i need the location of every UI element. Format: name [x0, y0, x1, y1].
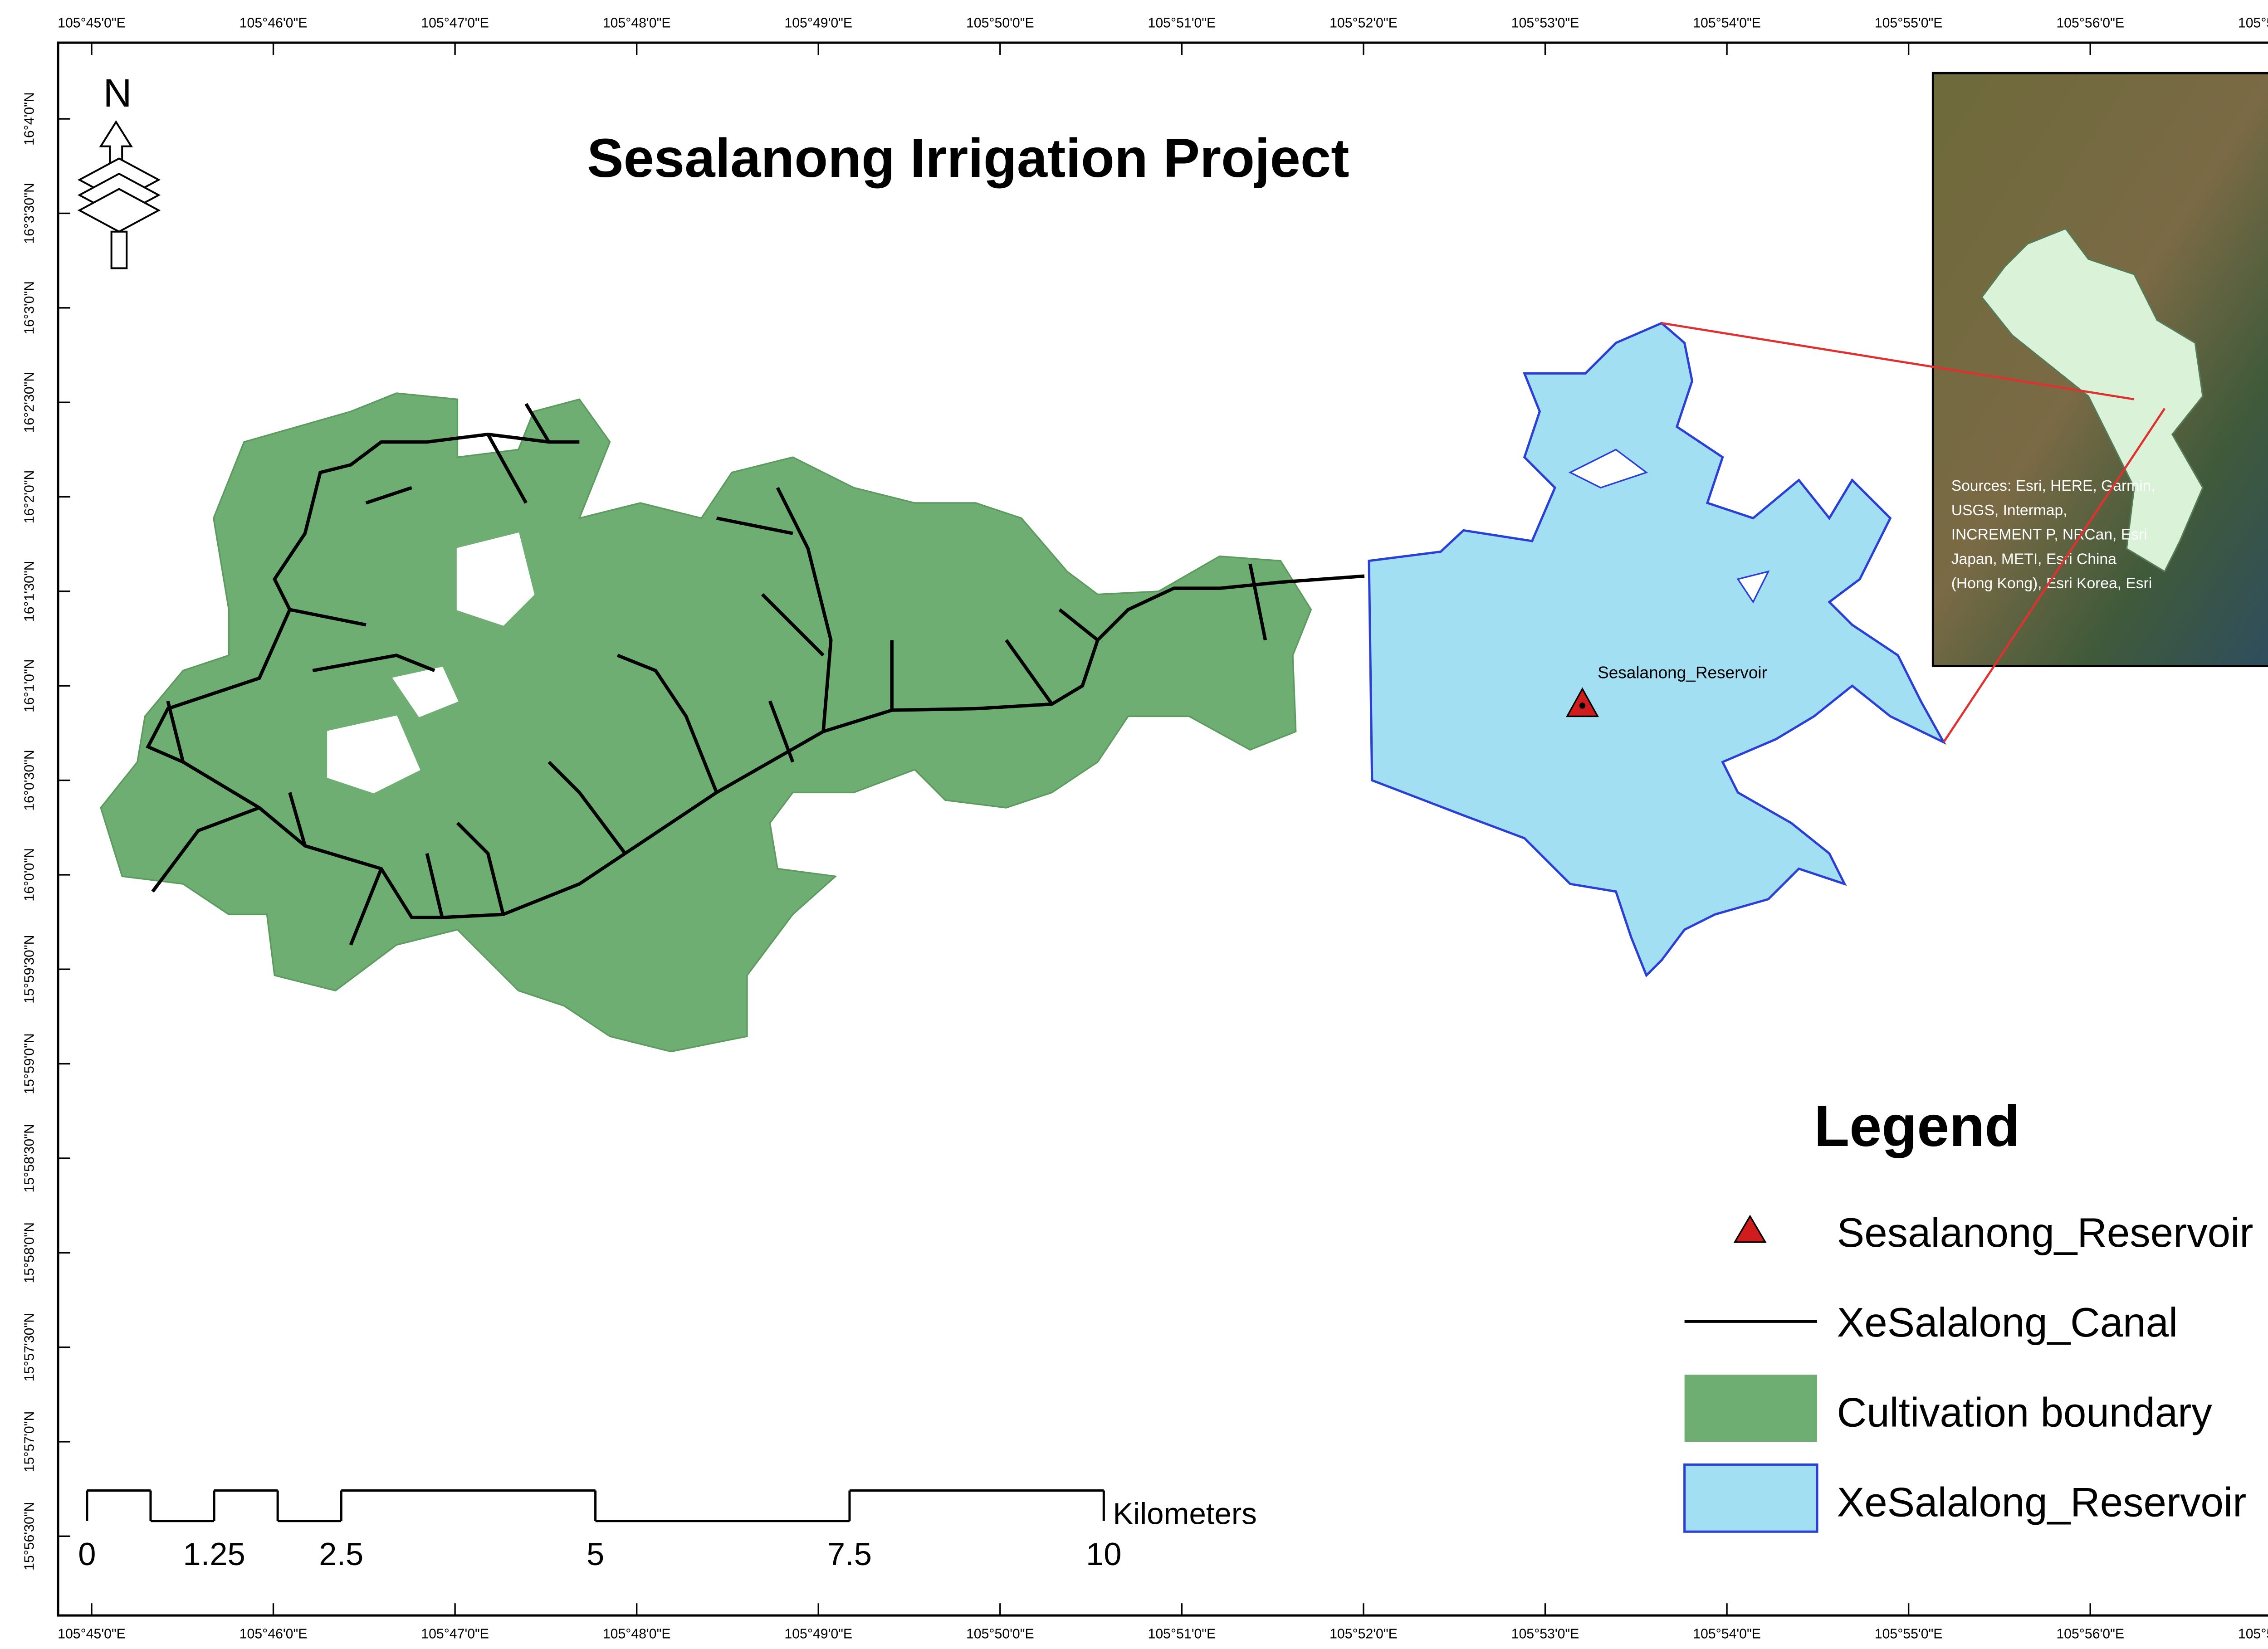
inset-leader-lines: [1661, 322, 2166, 743]
latitude-label: 16°3'0"N: [22, 281, 37, 335]
longitude-label: 105°49'0"E: [784, 1626, 852, 1641]
longitude-label: 105°57'0"E: [2238, 15, 2268, 30]
legend-label: Sesalanong_Reservoir: [1837, 1210, 2253, 1256]
longitude-label: 105°47'0"E: [421, 1626, 489, 1641]
latitude-label: 15°59'30"N: [22, 935, 37, 1004]
latitude-label: 15°58'30"N: [22, 1124, 37, 1192]
scale-label: 1.25: [183, 1536, 245, 1572]
longitude-label: 105°56'0"E: [2056, 15, 2124, 30]
longitude-label: 105°51'0"E: [1148, 1626, 1216, 1641]
scale-bar: 0 1.25 2.5 5 7.5 10 Kilometers: [78, 1489, 1257, 1572]
frame-ticks: 105°45'0"E 105°46'0"E 105°47'0"E 105°48'0"E…: [22, 15, 2268, 1641]
latitude-label: 15°56'30"N: [22, 1502, 37, 1571]
longitude-label: 105°48'0"E: [603, 1626, 671, 1641]
north-label: N: [103, 71, 132, 115]
latitude-label: 16°2'30"N: [22, 372, 37, 433]
longitude-label: 105°46'0"E: [240, 1626, 308, 1641]
longitude-label: 105°45'0"E: [58, 15, 126, 30]
credit-line: USGS, Intermap,: [1951, 502, 2068, 519]
cultivation-area: [100, 392, 1312, 1053]
legend-label: Cultivation boundary: [1837, 1390, 2213, 1435]
latitude-label: 15°57'30"N: [22, 1313, 37, 1381]
longitude-label: 105°57'0"E: [2238, 1626, 2268, 1641]
reservoir: Sesalanong_Reservoir: [1368, 322, 1947, 978]
canal-network: [146, 403, 1365, 946]
longitude-label: 105°47'0"E: [421, 15, 489, 30]
latitude-label: 16°1'0"N: [22, 659, 37, 712]
longitude-label: 105°55'0"E: [1875, 15, 1943, 30]
latitude-label: 16°1'30"N: [22, 561, 37, 622]
credit-line: Sources: Esri, HERE, Garmin,: [1951, 478, 2156, 494]
credit-line: INCREMENT P, NRCan, Esri: [1951, 527, 2147, 543]
longitude-label: 105°54'0"E: [1693, 15, 1761, 30]
latitude-label: 16°4'0"N: [22, 92, 37, 146]
longitude-label: 105°51'0"E: [1148, 15, 1216, 30]
latitude-label: 16°2'0"N: [22, 470, 37, 524]
longitude-label: 105°55'0"E: [1875, 1626, 1943, 1641]
scale-bar-line: [86, 1489, 1105, 1522]
latitude-label: 16°0'30"N: [22, 750, 37, 811]
credit-line: Japan, METI, Esri China: [1951, 551, 2116, 567]
longitude-label: 105°54'0"E: [1693, 1626, 1761, 1641]
scale-unit: Kilometers: [1113, 1497, 1256, 1531]
longitude-label: 105°49'0"E: [784, 15, 852, 30]
longitude-label: 105°50'0"E: [966, 15, 1034, 30]
north-arrow: N: [77, 71, 161, 269]
scale-label: 2.5: [319, 1536, 363, 1572]
inset-credits: Sources: Esri, HERE, Garmin, USGS, Interm…: [1951, 478, 2156, 592]
scale-label: 7.5: [827, 1536, 872, 1572]
longitude-label: 105°45'0"E: [58, 1626, 126, 1641]
legend-title: Legend: [1814, 1094, 2020, 1159]
longitude-label: 105°56'0"E: [2056, 1626, 2124, 1641]
longitude-label: 105°53'0"E: [1511, 15, 1579, 30]
longitude-label: 105°48'0"E: [603, 15, 671, 30]
latitude-label: 15°58'0"N: [22, 1222, 37, 1283]
longitude-label: 105°52'0"E: [1330, 15, 1398, 30]
reservoir-label: Sesalanong_Reservoir: [1598, 663, 1767, 682]
legend: Legend Sesalanong_Reservoir XeSalalong_Ca…: [1683, 1094, 2253, 1533]
inset-map: Sources: Esri, HERE, Garmin, USGS, Interm…: [1931, 72, 2268, 668]
legend-symbol: [1733, 1215, 1767, 1243]
legend-symbol: [1683, 1463, 1818, 1533]
scale-label: 10: [1086, 1536, 1121, 1572]
longitude-label: 105°52'0"E: [1330, 1626, 1398, 1641]
longitude-label: 105°53'0"E: [1511, 1626, 1579, 1641]
latitude-label: 16°3'30"N: [22, 183, 37, 244]
latitude-label: 15°57'0"N: [22, 1411, 37, 1473]
legend-label: XeSalalong_Canal: [1837, 1300, 2178, 1346]
scale-label: 0: [78, 1536, 96, 1572]
legend-label: XeSalalong_Reservoir: [1837, 1480, 2247, 1526]
latitude-label: 16°0'0"N: [22, 848, 37, 902]
scale-label: 5: [587, 1536, 604, 1572]
longitude-label: 105°50'0"E: [966, 1626, 1034, 1641]
legend-symbol: [1684, 1375, 1818, 1442]
latitude-label: 15°59'0"N: [22, 1033, 37, 1094]
map-title: Sesalanong Irrigation Project: [587, 127, 1349, 189]
outer-frame: [57, 41, 2268, 1617]
longitude-label: 105°46'0"E: [240, 15, 308, 30]
